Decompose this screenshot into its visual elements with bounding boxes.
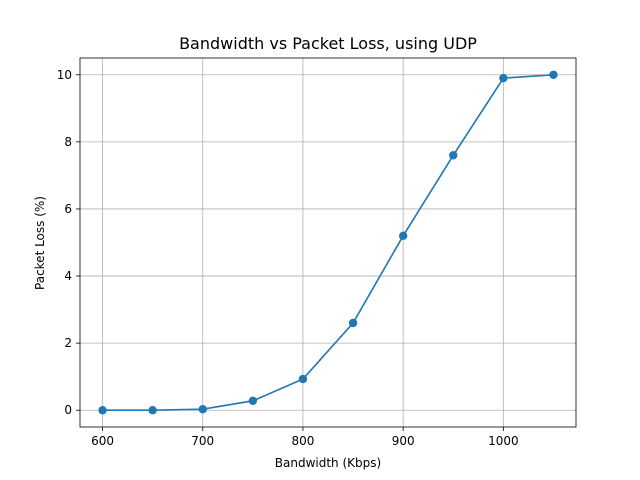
data-point xyxy=(248,396,258,406)
x-tick-label: 600 xyxy=(91,434,114,448)
data-point xyxy=(549,70,558,79)
y-tick-label: 10 xyxy=(57,68,72,82)
y-tick-label: 2 xyxy=(64,336,72,350)
x-tick-label: 1000 xyxy=(488,434,519,448)
y-axis-label: Packet Loss (%) xyxy=(33,196,47,290)
series-layer xyxy=(98,70,558,415)
data-point xyxy=(499,73,508,83)
x-tick-label: 900 xyxy=(392,434,415,448)
y-tick-label: 4 xyxy=(64,269,72,283)
plot-frame xyxy=(79,57,577,428)
chart-title: Bandwidth vs Packet Loss, using UDP xyxy=(179,34,477,53)
data-point xyxy=(148,406,157,415)
series-line xyxy=(102,73,554,412)
data-point xyxy=(449,151,458,160)
ticks: 600 700 800 900 1000 0 2 4 6 8 10 xyxy=(57,68,519,448)
data-point xyxy=(98,406,107,415)
data-point xyxy=(298,374,308,384)
x-axis-label: Bandwidth (Kbps) xyxy=(275,456,381,470)
y-tick-label: 8 xyxy=(64,135,72,149)
data-point xyxy=(398,231,408,240)
data-point xyxy=(348,318,358,328)
data-point xyxy=(198,405,207,414)
y-tick-label: 6 xyxy=(64,202,72,216)
x-tick-label: 700 xyxy=(191,434,214,448)
x-tick-label: 800 xyxy=(291,434,314,448)
y-tick-label: 0 xyxy=(64,403,72,417)
